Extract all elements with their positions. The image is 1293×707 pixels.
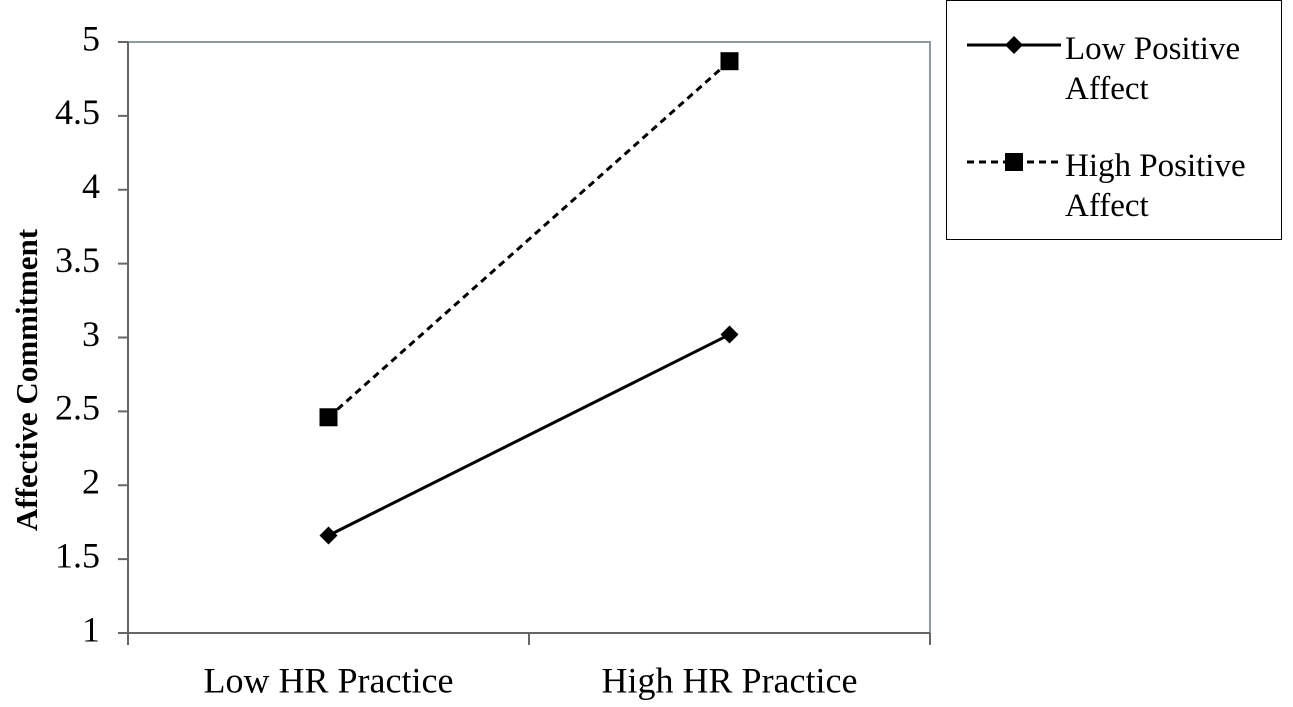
marker: [720, 325, 739, 344]
y-tick-label: 3.5: [55, 240, 100, 280]
legend-swatch: [967, 36, 1061, 54]
y-tick-label: 3: [82, 314, 100, 354]
legend: Low Positive Affect High Positive Affect: [946, 0, 1282, 240]
y-tick-label: 4: [82, 166, 100, 206]
y-tick-label: 1.5: [55, 535, 100, 575]
x-tick-label: High HR Practice: [602, 660, 858, 700]
marker: [319, 408, 338, 427]
series-line: [327, 333, 731, 537]
chart: Affective Commitment 1 1.5 2 2.5 3 3.5 4 4.5 5 Lo…: [9, 18, 931, 700]
y-tick-label: 5: [82, 18, 100, 58]
marker: [1005, 36, 1023, 54]
marker: [1005, 153, 1023, 171]
y-tick-label: 1: [82, 609, 100, 649]
y-tick-label: 4.5: [55, 92, 100, 132]
legend-entry: High Positive Affect: [947, 122, 1283, 224]
plot-frame: [127, 41, 931, 634]
y-tick-label: 2.5: [55, 388, 100, 428]
y-axis-label: Affective Commitment: [9, 228, 44, 531]
legend-label: Low Positive Affect: [1065, 31, 1241, 107]
legend-label: High Positive Affect: [1065, 148, 1246, 224]
legend-swatch: [967, 153, 1061, 171]
marker: [720, 52, 739, 71]
y-tick-label: 2: [82, 462, 100, 502]
legend-entry: Low Positive Affect: [947, 5, 1283, 107]
marker: [319, 526, 338, 545]
x-tick-label: Low HR Practice: [204, 660, 454, 700]
series-line: [327, 60, 731, 419]
